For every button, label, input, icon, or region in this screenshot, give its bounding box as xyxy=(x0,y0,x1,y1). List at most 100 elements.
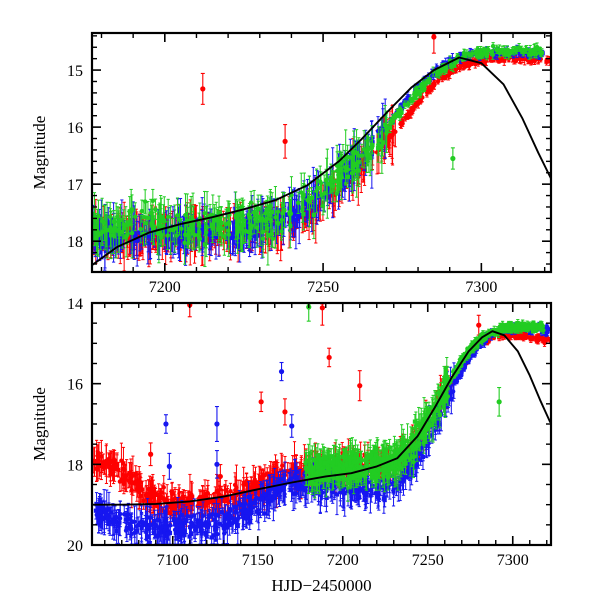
data-point xyxy=(202,242,208,247)
data-point xyxy=(473,49,478,54)
data-point xyxy=(544,59,549,64)
data-point xyxy=(537,47,542,52)
data-point xyxy=(369,145,375,151)
data-point xyxy=(521,50,526,55)
data-point xyxy=(413,102,418,107)
data-point xyxy=(364,153,370,158)
data-point xyxy=(210,222,215,227)
data-point xyxy=(343,164,348,170)
data-point xyxy=(100,229,105,234)
data-point xyxy=(111,219,117,224)
data-point xyxy=(145,215,151,220)
data-point xyxy=(547,58,550,64)
data-point xyxy=(359,153,365,158)
data-point xyxy=(274,220,280,226)
data-point xyxy=(124,234,129,239)
data-point xyxy=(104,228,109,233)
data-point xyxy=(111,233,116,238)
data-point xyxy=(413,91,418,97)
data-point xyxy=(174,233,179,238)
data-point xyxy=(395,111,400,116)
data-point xyxy=(141,231,146,237)
data-point xyxy=(380,140,385,145)
data-point xyxy=(168,227,173,233)
data-point xyxy=(325,181,330,186)
data-point xyxy=(538,49,543,54)
data-point xyxy=(145,241,151,246)
data-point xyxy=(301,212,306,217)
data-point xyxy=(513,48,519,54)
data-point xyxy=(443,65,448,70)
data-point xyxy=(409,98,415,104)
data-point xyxy=(342,172,348,178)
data-point xyxy=(345,174,351,179)
data-point xyxy=(441,74,446,79)
data-point xyxy=(447,58,453,64)
data-point xyxy=(166,235,171,240)
data-point xyxy=(464,59,469,65)
data-point xyxy=(424,80,429,85)
data-point xyxy=(269,231,275,237)
data-point xyxy=(139,208,145,214)
data-point xyxy=(406,101,411,107)
data-point xyxy=(461,63,467,68)
data-point xyxy=(405,112,410,117)
data-point xyxy=(219,226,224,231)
data-point xyxy=(311,212,316,218)
data-point xyxy=(506,52,511,57)
data-point xyxy=(318,180,324,186)
data-point xyxy=(149,221,154,226)
data-point xyxy=(370,143,375,148)
data-point xyxy=(103,225,108,230)
data-point xyxy=(391,115,396,120)
data-point xyxy=(236,218,241,223)
data-point xyxy=(137,230,142,235)
data-point xyxy=(464,51,470,56)
data-point xyxy=(403,115,408,120)
data-point xyxy=(279,217,285,223)
data-point xyxy=(387,125,393,130)
data-point xyxy=(295,200,301,206)
data-point xyxy=(268,217,273,222)
data-point xyxy=(238,225,243,230)
data-point xyxy=(407,110,413,115)
data-point xyxy=(128,209,134,215)
data-point xyxy=(376,142,381,147)
data-point xyxy=(161,224,166,229)
data-point xyxy=(321,191,327,196)
data-point xyxy=(446,70,452,75)
data-point xyxy=(428,84,433,89)
data-point xyxy=(162,219,167,224)
data-point xyxy=(431,81,437,86)
data-point xyxy=(320,203,326,209)
data-point xyxy=(173,229,178,234)
data-point xyxy=(425,78,431,83)
data-point xyxy=(316,194,321,199)
top-panel-series-green-band xyxy=(93,42,544,268)
data-point xyxy=(345,154,350,160)
data-point xyxy=(224,224,229,229)
data-point xyxy=(143,220,149,226)
data-point xyxy=(384,128,389,133)
data-point xyxy=(126,220,131,225)
data-point xyxy=(147,232,152,237)
outlier-point xyxy=(282,138,288,144)
data-point xyxy=(182,240,187,246)
data-point xyxy=(353,153,358,158)
data-point xyxy=(209,230,214,235)
outlier-point xyxy=(200,86,206,92)
data-point xyxy=(301,193,306,198)
data-point xyxy=(397,114,402,119)
data-point xyxy=(132,214,138,219)
data-point xyxy=(192,232,197,238)
data-point xyxy=(245,222,251,227)
data-point xyxy=(108,233,114,238)
data-point xyxy=(439,67,444,73)
data-point xyxy=(226,232,232,237)
data-point xyxy=(207,213,213,219)
data-point xyxy=(513,58,519,63)
data-point xyxy=(96,213,101,219)
data-point xyxy=(434,72,440,77)
